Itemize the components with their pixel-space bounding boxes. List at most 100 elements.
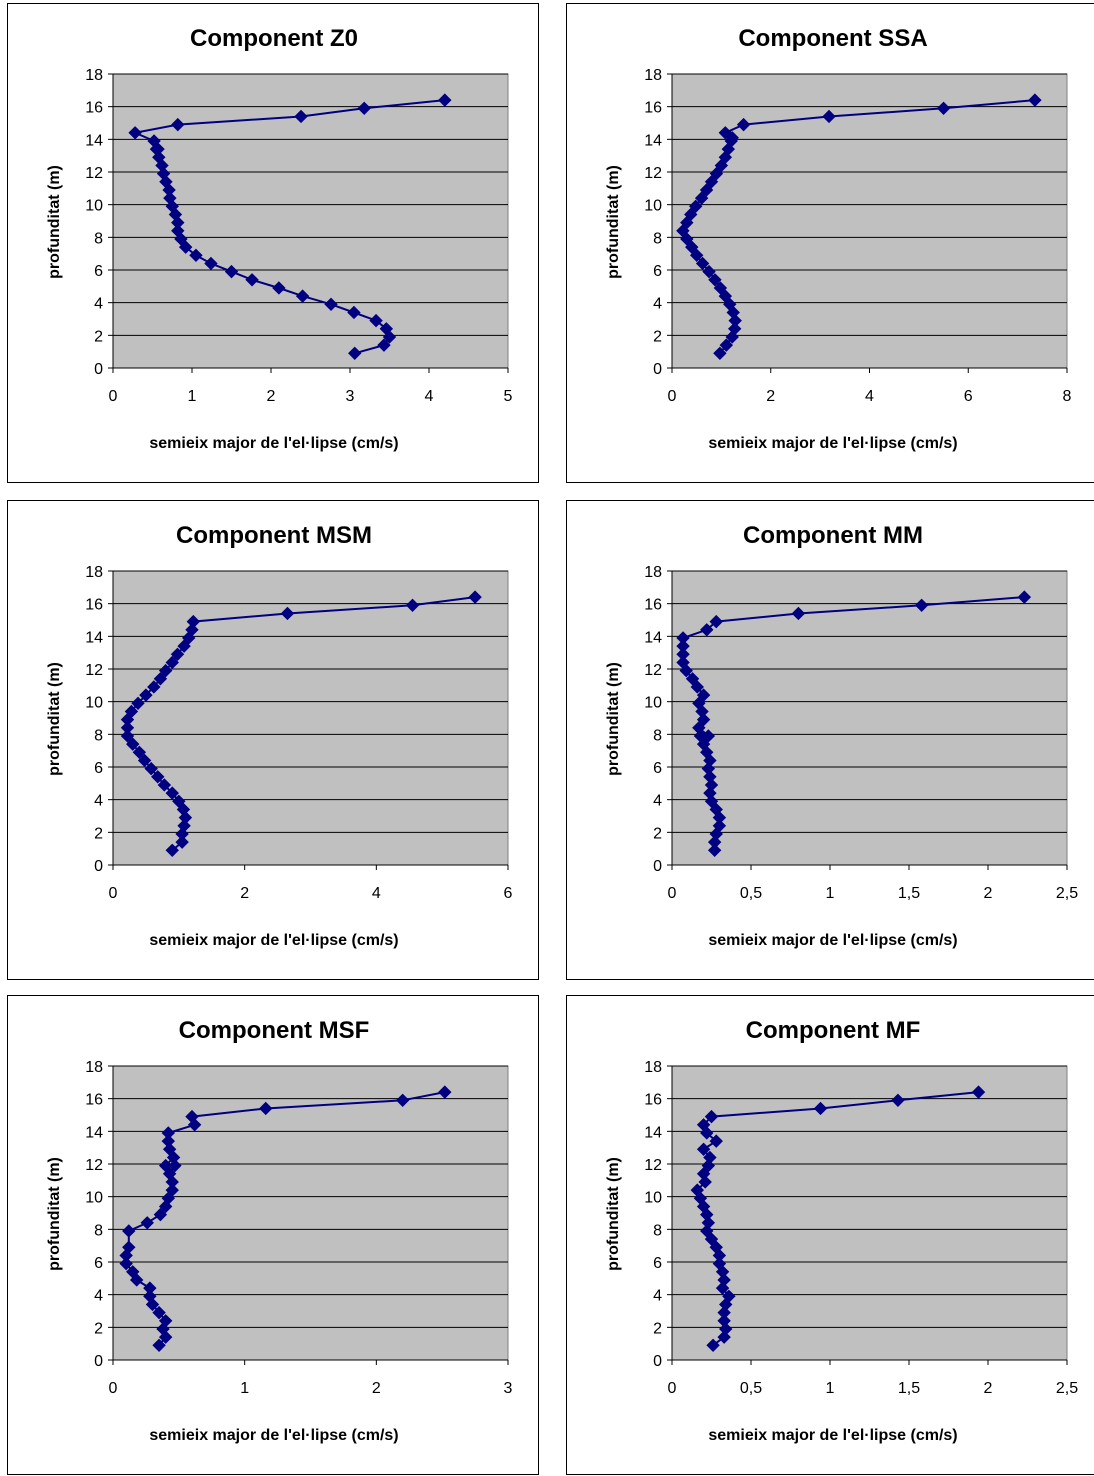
plot-area: 0 2 4 6 8 10 12 14 16 18 0 2 4 6 8	[644, 67, 1071, 405]
data-point-marker	[153, 672, 168, 686]
data-point-marker	[704, 1232, 719, 1246]
x-tick-label: 8	[1063, 388, 1072, 405]
y-tick-label: 10	[644, 198, 662, 215]
data-point-marker	[688, 199, 703, 214]
y-tick-label: 14	[85, 1124, 103, 1141]
chart-title: Component MSM	[176, 522, 372, 549]
y-tick-label: 10	[85, 1190, 103, 1207]
plot-area: 0 2 4 6 8 10 12 14 16 18 0 0,5 1 1,5 2 2,5	[644, 1059, 1078, 1397]
x-axis-label: semieix major de l'el·lipse (cm/s)	[149, 1427, 398, 1444]
data-point-marker	[245, 273, 259, 287]
data-point-marker	[119, 1256, 133, 1271]
chart-panel-msf: Component MSF semieix major de l'el·lips…	[7, 995, 539, 1475]
data-point-marker	[272, 281, 286, 295]
data-point-marker	[704, 175, 719, 189]
data-point-marker	[696, 1118, 711, 1132]
y-tick-label: 0	[94, 1353, 103, 1370]
data-point-marker	[324, 297, 338, 312]
data-point-marker	[131, 696, 145, 711]
y-tick-label: 8	[653, 727, 662, 744]
y-tick-label: 12	[85, 165, 103, 182]
plot-background	[671, 73, 1068, 369]
y-axis-label: profunditat (m)	[46, 1157, 63, 1271]
data-point-marker	[294, 109, 308, 124]
chart-title: Component Z0	[190, 25, 358, 52]
data-point-marker	[189, 248, 203, 263]
x-tick-label: 1	[240, 1380, 249, 1397]
chart-panel-mm: Component MM semieix major de l'el·lipse…	[566, 500, 1094, 980]
data-point-marker	[822, 109, 836, 124]
y-tick-label: 0	[94, 361, 103, 378]
data-point-marker	[709, 1240, 723, 1255]
y-tick-label: 6	[653, 263, 662, 280]
data-point-marker	[696, 1167, 711, 1181]
data-point-marker	[170, 647, 185, 662]
data-point-marker	[704, 1109, 719, 1124]
data-point-marker	[137, 753, 152, 768]
data-point-marker	[175, 835, 189, 849]
data-point-marker	[128, 126, 142, 140]
data-point-marker	[702, 264, 716, 279]
data-point-marker	[718, 289, 733, 303]
data-point-marker	[914, 598, 929, 613]
data-point-marker	[700, 623, 714, 637]
y-tick-label: 16	[644, 597, 662, 614]
data-point-marker	[676, 655, 690, 670]
y-tick-label: 18	[85, 67, 103, 84]
data-point-marker	[713, 281, 728, 295]
plot-background	[112, 1065, 509, 1361]
y-tick-label: 14	[644, 629, 662, 646]
data-point-marker	[152, 1305, 166, 1320]
data-point-marker	[707, 843, 722, 858]
data-point-marker	[736, 117, 751, 132]
x-tick-label: 2,5	[1056, 885, 1078, 902]
data-point-marker	[122, 1224, 136, 1238]
y-tick-label: 16	[85, 1092, 103, 1109]
x-tick-label: 2	[267, 388, 276, 405]
y-tick-label: 10	[644, 695, 662, 712]
data-point-marker	[120, 729, 135, 743]
data-point-marker	[690, 680, 704, 694]
data-point-marker	[347, 305, 361, 320]
data-point-marker	[186, 614, 201, 629]
data-point-marker	[120, 721, 135, 735]
data-point-marker	[722, 1289, 736, 1304]
data-point-marker	[468, 590, 482, 604]
y-tick-label: 16	[85, 597, 103, 614]
data-point-marker	[684, 207, 698, 222]
data-point-marker	[703, 1150, 717, 1165]
data-point-marker	[139, 688, 153, 702]
chart-title: Component MSF	[179, 1017, 370, 1044]
y-tick-label: 6	[653, 760, 662, 777]
data-point-marker	[295, 289, 310, 303]
y-tick-label: 8	[94, 230, 103, 247]
x-tick-label: 0	[109, 1380, 118, 1397]
data-point-marker	[124, 704, 139, 719]
data-point-marker	[151, 770, 165, 784]
y-tick-label: 2	[653, 328, 662, 345]
x-tick-label: 0,5	[740, 885, 762, 902]
data-point-marker	[132, 745, 147, 760]
chart-mf: Component MF semieix major de l'el·lipse…	[605, 1017, 1078, 1444]
data-point-marker	[165, 1183, 179, 1197]
y-tick-label: 4	[94, 1288, 103, 1305]
data-point-marker	[685, 672, 700, 686]
chart-panel-msm: Component MSM semieix major de l'el·lips…	[7, 500, 539, 980]
data-point-marker	[706, 1338, 720, 1353]
data-point-marker	[178, 240, 193, 254]
y-tick-label: 6	[94, 760, 103, 777]
data-point-marker	[708, 273, 722, 287]
x-tick-label: 2	[984, 885, 993, 902]
data-point-marker	[171, 224, 185, 238]
plot-background	[112, 73, 509, 369]
data-point-marker	[259, 1101, 273, 1116]
x-tick-label: 4	[865, 388, 874, 405]
chart-title: Component MM	[743, 522, 923, 549]
data-point-marker	[161, 1126, 176, 1140]
data-point-marker	[165, 655, 179, 670]
y-tick-label: 6	[94, 1255, 103, 1272]
y-tick-label: 2	[653, 825, 662, 842]
y-tick-label: 16	[85, 100, 103, 117]
data-point-marker	[172, 794, 186, 809]
